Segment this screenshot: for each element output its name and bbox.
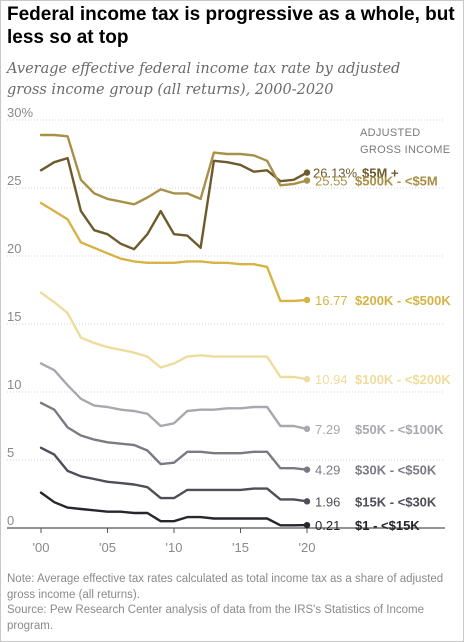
series-line xyxy=(39,401,309,471)
note-text: Note: Average effective tax rates calcul… xyxy=(7,573,444,601)
series-line xyxy=(39,362,309,431)
series-end-value-label: 0.21 xyxy=(315,518,340,533)
series-end-point xyxy=(303,177,311,184)
series-name-label: $500K - <$5M xyxy=(355,174,438,189)
series-name-label: $1 - <$15K xyxy=(355,518,420,533)
chart-subtitle: Average effective federal income tax rat… xyxy=(7,61,401,98)
series-end-value-label: 25.55 xyxy=(315,174,348,189)
series-end-value-label: 1.96 xyxy=(315,494,340,509)
series-layer xyxy=(39,133,311,529)
line-chart: 0 5 10 15 20 25 30% '00 '05 '10 '15 '20 26.13% $5M +… xyxy=(7,105,451,555)
y-tick-label: 10 xyxy=(7,377,21,392)
x-tick-label: '10 xyxy=(166,540,183,555)
y-tick-label: 0 xyxy=(7,513,14,528)
source-text: Source: Pew Research Center analysis of … xyxy=(7,604,425,632)
legend-title: ADJUSTED xyxy=(360,127,420,139)
chart-title: Federal income tax is progressive as a w… xyxy=(7,4,455,48)
series-name-label: $50K - <$100K xyxy=(355,422,444,437)
series-end-point xyxy=(303,521,311,529)
series-line xyxy=(39,133,309,206)
series-name-label: $30K - <$50K xyxy=(355,463,437,478)
x-tick-label: '05 xyxy=(99,540,116,555)
y-tick-label: 30% xyxy=(7,105,33,120)
y-tick-label: 20 xyxy=(7,241,21,256)
series-end-value-label: 16.77 xyxy=(315,293,348,308)
y-tick-label: 25 xyxy=(7,173,21,188)
series-name-label: $100K - <$200K xyxy=(355,372,451,387)
series-line xyxy=(39,201,309,303)
series-name-label: $15K - <$30K xyxy=(355,494,437,509)
y-tick-label: 15 xyxy=(7,309,21,324)
series-end-value-label: 7.29 xyxy=(315,422,340,437)
series-end-point xyxy=(303,498,311,505)
series-end-point xyxy=(303,296,311,304)
series-end-point xyxy=(303,169,311,176)
x-tick-label: '15 xyxy=(232,540,249,555)
series-line xyxy=(39,491,309,527)
series-end-point xyxy=(303,376,311,383)
series-line xyxy=(39,156,309,251)
label-layer: 26.13% $5M + 25.55 $500K - <$5M 16.77 $200K -… xyxy=(313,127,451,533)
legend-title: GROSS INCOME xyxy=(360,144,450,156)
x-tick-label: '20 xyxy=(299,540,316,555)
series-name-label: $200K - <$500K xyxy=(355,293,451,308)
x-tick-label: '00 xyxy=(33,540,50,555)
series-line xyxy=(39,291,309,381)
series-end-point xyxy=(303,466,311,473)
grid-layer: 0 5 10 15 20 25 30% '00 '05 '10 '15 '20 xyxy=(7,105,445,555)
series-line xyxy=(39,446,309,503)
series-end-point xyxy=(303,425,311,433)
series-name-label: $5M + xyxy=(362,166,399,181)
chart-notes: Note: Average effective tax rates calcul… xyxy=(7,572,447,634)
series-end-value-label: 4.29 xyxy=(315,463,340,478)
series-end-value-label: 10.94 xyxy=(315,372,348,387)
series-end-value-label: 26.13% xyxy=(313,166,358,181)
y-tick-label: 5 xyxy=(7,445,14,460)
